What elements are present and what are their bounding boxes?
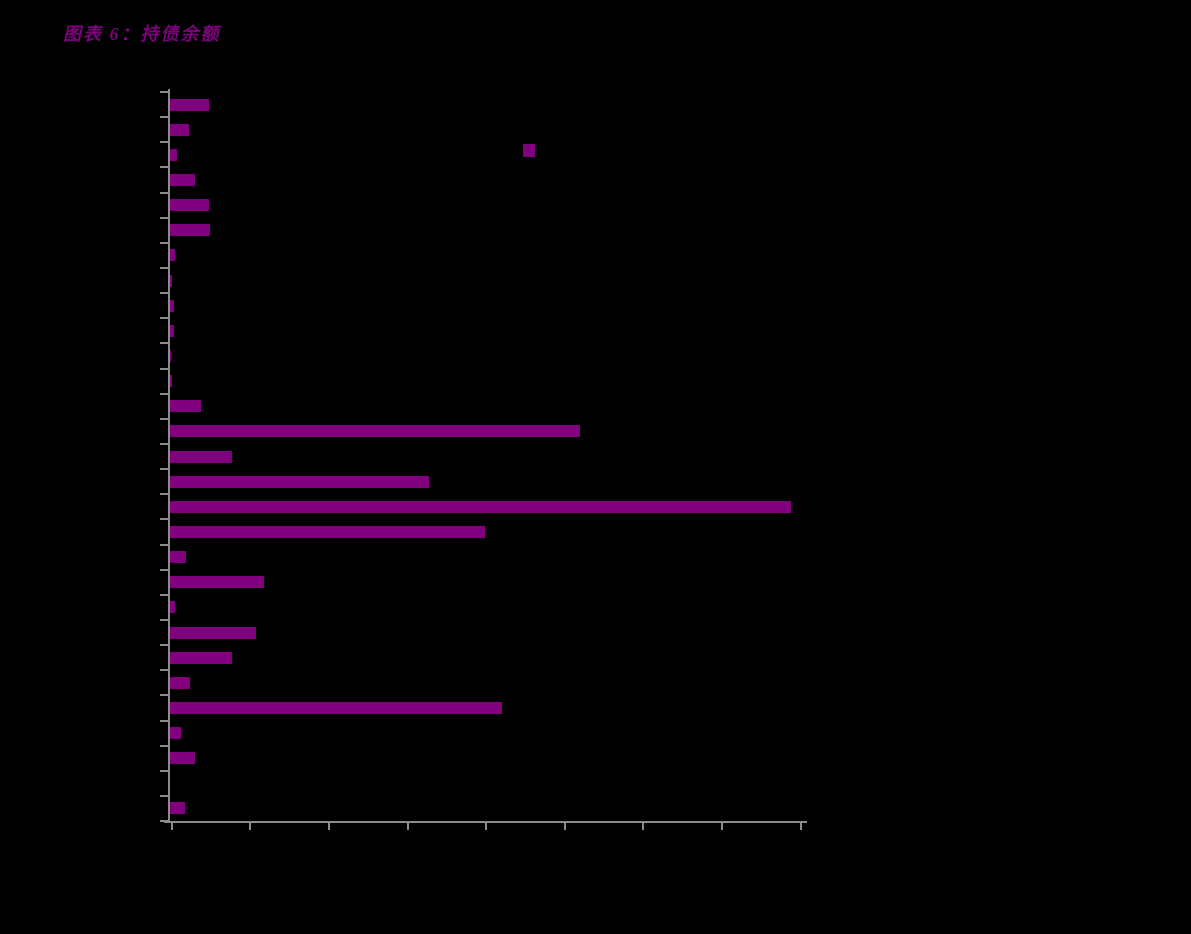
y-axis-tick [160, 367, 168, 370]
x-axis-tick [249, 823, 252, 830]
bar [170, 375, 172, 388]
y-axis-tick [160, 216, 168, 219]
y-axis-tick [160, 91, 168, 93]
bar [170, 802, 185, 815]
bar [170, 727, 181, 740]
x-axis-tick [485, 823, 488, 830]
y-axis-tick [160, 744, 168, 747]
bar [170, 500, 791, 513]
y-axis-tick [160, 392, 168, 395]
x-axis-tick [170, 823, 173, 830]
x-axis-tick [720, 823, 723, 830]
bar [170, 626, 257, 639]
y-axis-tick [160, 141, 168, 144]
bar [170, 576, 265, 589]
x-axis-tick [563, 823, 566, 830]
y-axis-tick [160, 593, 168, 596]
bar [170, 475, 429, 488]
bar [170, 274, 172, 287]
bar [170, 224, 211, 237]
x-axis-tick [327, 823, 330, 830]
y-axis-tick [160, 769, 168, 772]
y-axis-tick [160, 669, 168, 672]
y-axis-tick [160, 543, 168, 546]
bar [170, 98, 210, 111]
y-axis-tick [160, 317, 168, 320]
bar [170, 148, 178, 161]
bar [170, 349, 172, 362]
y-axis-tick [160, 618, 168, 621]
y-axis-tick [160, 292, 168, 295]
y-axis-tick [160, 241, 168, 244]
bar [170, 601, 175, 614]
bar [170, 752, 196, 765]
x-axis-tick [406, 823, 409, 830]
bar [170, 199, 210, 212]
bar [170, 299, 174, 312]
y-axis-tick [160, 191, 168, 194]
bar [170, 173, 196, 186]
y-axis-tick [160, 417, 168, 420]
bar [170, 249, 175, 262]
y-axis-tick [160, 493, 168, 496]
bar [170, 425, 580, 438]
y-axis-tick [160, 468, 168, 471]
chart-title: 图表 6：持债余额 [63, 24, 221, 44]
bar [170, 701, 503, 714]
x-axis-line [164, 821, 807, 823]
bar [170, 676, 191, 689]
bar [170, 324, 174, 337]
y-axis-tick [160, 694, 168, 697]
y-axis-tick [160, 568, 168, 571]
bar [170, 400, 202, 413]
y-axis-tick [160, 342, 168, 345]
bar [170, 123, 189, 136]
x-axis-tick [642, 823, 645, 830]
y-axis-tick [160, 166, 168, 169]
y-axis-tick [160, 794, 168, 797]
y-axis-line [168, 89, 170, 823]
x-axis-tick [799, 823, 802, 830]
y-axis-tick [160, 116, 168, 119]
y-axis-tick [160, 442, 168, 445]
y-axis-tick [160, 719, 168, 722]
bar [170, 651, 233, 664]
bar [170, 525, 486, 538]
legend-marker-square [523, 144, 535, 157]
y-axis-tick [160, 820, 168, 823]
y-axis-tick [160, 266, 168, 269]
bar [170, 551, 187, 564]
y-axis-tick [160, 518, 168, 521]
bar [170, 450, 233, 463]
y-axis-tick [160, 644, 168, 647]
